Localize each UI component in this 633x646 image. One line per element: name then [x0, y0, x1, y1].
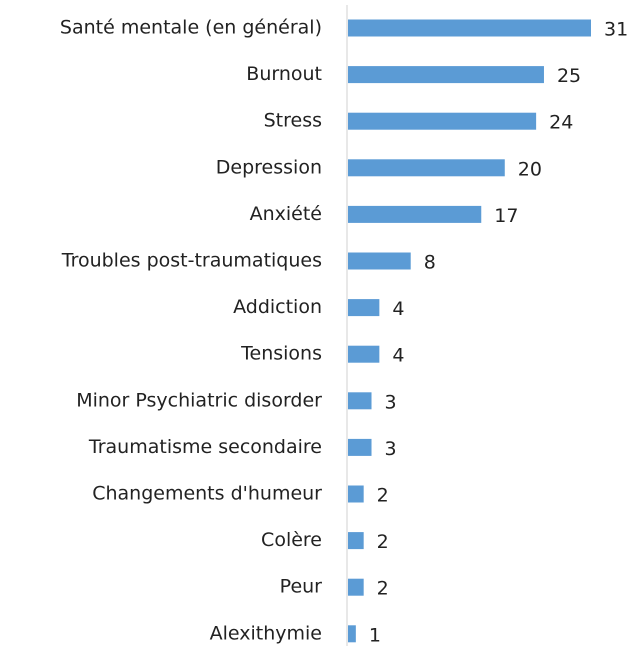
bar [348, 485, 364, 503]
data-label: 4 [392, 345, 404, 367]
y-tick-label: Troubles post-traumatiques [61, 250, 322, 272]
y-tick-label: Minor Psychiatric disorder [76, 389, 322, 411]
y-tick-label: Anxiété [250, 203, 322, 225]
y-tick-label: Stress [264, 110, 322, 132]
data-label: 2 [377, 531, 389, 553]
y-tick-label: Traumatisme secondaire [88, 436, 322, 458]
bar [348, 299, 380, 317]
y-tick-label: Depression [216, 156, 322, 178]
y-tick-label: Burnout [246, 63, 322, 85]
y-tick-label: Peur [280, 576, 323, 598]
bar [348, 252, 411, 270]
bar [348, 625, 356, 643]
data-label: 8 [424, 252, 436, 274]
data-label: 2 [377, 485, 389, 507]
y-tick-label: Tensions [240, 343, 322, 365]
data-label: 24 [549, 112, 573, 134]
y-tick-label: Santé mentale (en général) [60, 17, 322, 39]
bar [348, 19, 591, 37]
data-label: 3 [385, 438, 397, 460]
data-label: 31 [604, 19, 628, 41]
y-tick-label: Changements d'humeur [92, 483, 322, 505]
bar [348, 532, 364, 550]
data-label: 2 [377, 578, 389, 600]
data-label: 4 [392, 298, 404, 320]
bar [348, 345, 380, 363]
data-label: 20 [518, 158, 542, 180]
data-label: 1 [369, 624, 381, 646]
bar [348, 159, 505, 177]
data-label: 3 [385, 391, 397, 413]
bar [348, 112, 537, 130]
bar [348, 66, 544, 84]
bar [348, 205, 482, 223]
bar [348, 438, 372, 456]
y-tick-label: Colère [261, 529, 322, 551]
data-label: 17 [494, 205, 518, 227]
y-tick-label: Addiction [233, 296, 322, 318]
bar [348, 578, 364, 596]
y-tick-label: Alexithymie [210, 622, 322, 644]
data-label: 25 [557, 65, 581, 87]
bar [348, 392, 372, 410]
